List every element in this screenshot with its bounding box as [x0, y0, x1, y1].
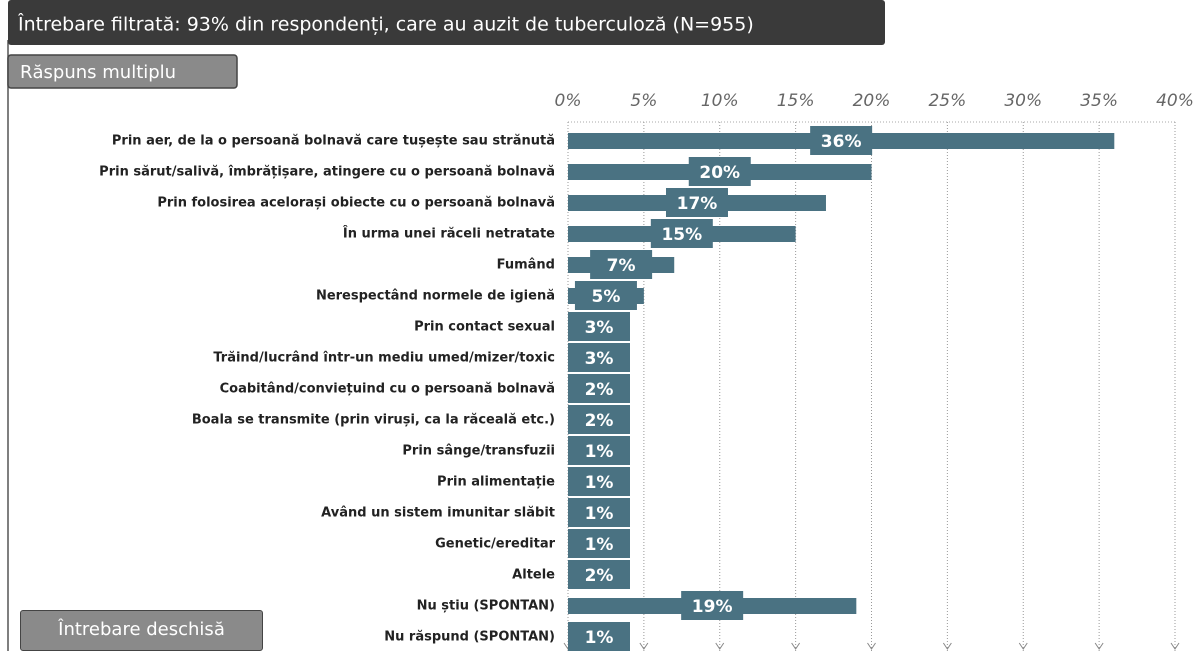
category-label: Altele — [512, 568, 555, 583]
value-label-box — [590, 250, 653, 279]
x-tick-label: 35% — [1080, 91, 1118, 111]
value-label-box — [568, 374, 630, 403]
value-label: 1% — [585, 442, 614, 462]
value-label: 2% — [585, 566, 614, 586]
x-tick-label: 5% — [630, 91, 657, 111]
annotation-box: Întrebare deschisă — [20, 610, 263, 651]
tick-arrow — [1094, 642, 1104, 650]
value-label-box — [810, 126, 873, 155]
category-label: Prin folosirea acelorași obiecte cu o pe… — [157, 196, 555, 211]
tick-arrow — [867, 642, 876, 650]
value-label-box — [688, 157, 751, 186]
value-label: 1% — [585, 535, 614, 555]
x-tick-label: 10% — [701, 91, 739, 111]
category-label: Coabitând/conviețuind cu o persoană boln… — [220, 382, 555, 397]
value-label: 7% — [607, 256, 636, 276]
category-label: Trăind/lucrând într-un mediu umed/mizer/… — [213, 351, 555, 366]
category-label: Nu știu (SPONTAN) — [417, 599, 555, 614]
category-label: Prin contact sexual — [414, 320, 555, 335]
title-box — [8, 0, 885, 45]
value-label-box — [568, 622, 630, 651]
category-label: Nu răspund (SPONTAN) — [384, 630, 555, 645]
subtitle-box — [7, 54, 238, 89]
value-label: 17% — [677, 194, 718, 214]
value-label-box — [568, 498, 630, 527]
value-label: 2% — [585, 380, 614, 400]
value-label: 1% — [585, 473, 614, 493]
subtitle: Răspuns multiplu — [20, 62, 176, 83]
category-label: Având un sistem imunitar slăbit — [321, 506, 555, 521]
value-label-box — [568, 312, 630, 341]
value-label: 5% — [592, 287, 621, 307]
x-tick-label: 40% — [1156, 91, 1194, 111]
tick-arrow — [1170, 642, 1180, 650]
x-tick-label: 20% — [853, 91, 891, 111]
value-label: 36% — [821, 132, 862, 152]
category-label: Genetic/ereditar — [435, 537, 555, 552]
tick-arrow — [1018, 642, 1028, 650]
x-tick-label: 0% — [555, 91, 582, 111]
x-tick-label: 25% — [928, 91, 966, 111]
value-label-box — [568, 560, 630, 589]
value-label-box — [650, 219, 713, 248]
x-tick-label: 15% — [777, 91, 815, 111]
annotation: Întrebare deschisă — [58, 619, 225, 640]
category-label: Prin aer, de la o persoană bolnavă care … — [112, 134, 555, 149]
value-label: 1% — [585, 504, 614, 524]
category-label: Prin sânge/transfuzii — [402, 444, 555, 459]
category-label: Nerespectând normele de igienă — [316, 289, 555, 304]
value-label-box — [665, 188, 728, 217]
value-label: 19% — [692, 597, 733, 617]
value-label: 2% — [585, 411, 614, 431]
x-tick-label: 30% — [1004, 91, 1042, 111]
value-label: 3% — [585, 349, 614, 369]
tick-arrow — [942, 642, 952, 650]
value-label: 3% — [585, 318, 614, 338]
category-label: Prin sărut/salivă, îmbrățișare, atingere… — [99, 165, 555, 180]
value-label-box — [568, 529, 630, 558]
value-label-box — [574, 281, 637, 310]
value-label-box — [568, 343, 630, 372]
value-label: 1% — [585, 628, 614, 648]
category-label: Boala se transmite (prin viruși, ca la r… — [192, 413, 555, 428]
category-label: Prin alimentație — [437, 475, 555, 490]
tick-arrow — [639, 642, 649, 650]
tick-arrow — [715, 642, 725, 650]
value-label-box — [568, 436, 630, 465]
value-label-box — [568, 467, 630, 496]
chart-title: Întrebare filtrată: 93% din respondenți,… — [17, 13, 754, 36]
category-label: În urma unei răceli netratate — [343, 226, 555, 242]
category-label: Fumând — [497, 258, 555, 273]
value-label: 15% — [661, 225, 702, 245]
tick-arrow — [791, 642, 801, 650]
value-label-box — [681, 591, 744, 620]
value-label-box — [568, 405, 630, 434]
value-label: 20% — [699, 163, 740, 183]
